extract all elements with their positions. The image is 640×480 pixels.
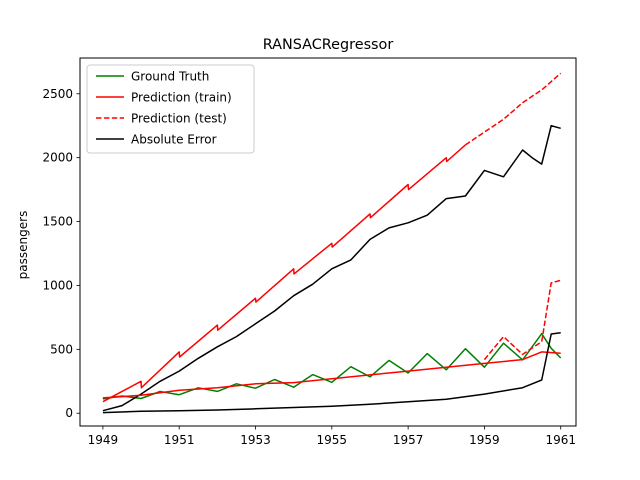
y-tick-label-1: 500 (50, 342, 73, 356)
x-tick-label-6: 1961 (545, 433, 576, 447)
legend-box (86, 64, 255, 154)
y-tick-label-2: 1000 (42, 278, 73, 292)
series-line-3 (102, 124, 561, 412)
x-tick-label-5: 1959 (469, 433, 500, 447)
chart-title: RANSACRegressor (263, 37, 394, 53)
legend-label-1: Prediction (train) (131, 91, 232, 105)
series-line-6 (102, 331, 561, 414)
series-line-5 (483, 279, 561, 361)
y-axis: 0 500 1000 1500 2000 2500 (42, 87, 80, 420)
legend-label-0: Ground Truth (131, 70, 209, 84)
x-tick-label-0: 1949 (88, 433, 119, 447)
legend: Ground Truth Prediction (train) Prediction… (86, 64, 255, 154)
x-tick-label-3: 1955 (317, 433, 348, 447)
x-tick-label-4: 1957 (393, 433, 424, 447)
y-tick-label-3: 1500 (42, 215, 73, 229)
x-tick-label-1: 1951 (164, 433, 195, 447)
y-axis-label: passengers (16, 211, 30, 280)
series-line-1 (102, 144, 466, 403)
y-tick-label-4: 2000 (42, 151, 73, 165)
series-line-2 (464, 72, 562, 146)
x-tick-label-2: 1953 (240, 433, 271, 447)
y-tick-label-0: 0 (65, 406, 73, 420)
legend-label-3: Absolute Error (131, 133, 217, 147)
legend-label-2: Prediction (test) (131, 112, 227, 126)
plot-frame (79, 57, 577, 427)
plot-area (102, 72, 562, 414)
series-line-4 (102, 351, 561, 399)
x-axis: 1949 1951 1953 1955 1957 1959 1961 (88, 426, 576, 447)
series-line-0 (102, 332, 562, 400)
y-tick-label-5: 2500 (42, 87, 73, 101)
